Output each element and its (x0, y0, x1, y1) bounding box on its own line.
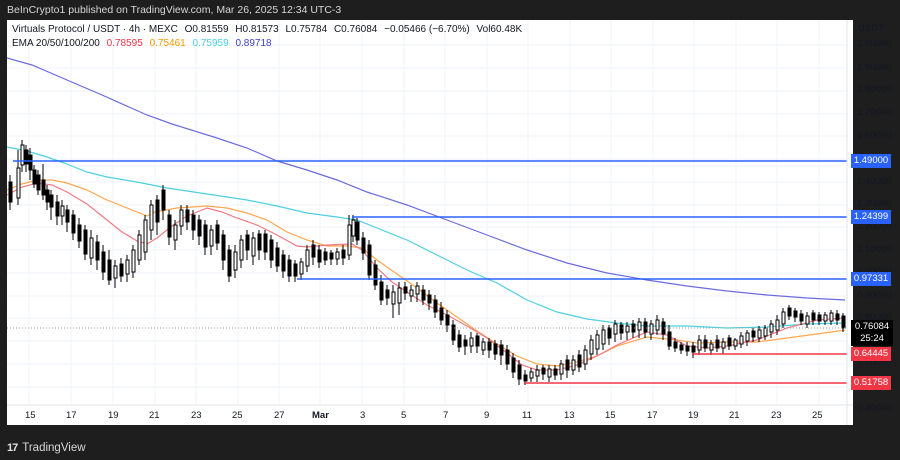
time-tick: 21 (729, 410, 740, 421)
time-tick: 9 (484, 410, 490, 421)
level-badge-0518: 0.51758 (851, 376, 891, 390)
low-value: L0.75784 (285, 24, 328, 35)
price-axis[interactable]: USDT 2.00000 1.90000 1.80000 1.70000 1.6… (847, 20, 893, 414)
current-price-badge: 0.76084 25:24 (851, 320, 893, 346)
time-tick: 25 (812, 410, 823, 421)
time-tick: 5 (401, 410, 407, 421)
volume-value: Vol60.48K (476, 24, 523, 35)
time-tick: 27 (274, 410, 285, 421)
open-value: O0.81559 (184, 24, 229, 35)
tick-1.1: 1.10000 (857, 244, 892, 255)
tick-1.8: 1.80000 (857, 84, 892, 95)
tick-1.2: 1.20000 (857, 221, 892, 232)
candlesticks (8, 140, 846, 385)
tick-1.7: 1.70000 (857, 107, 892, 118)
time-tick: 21 (149, 410, 160, 421)
tick-1.0: 1.00000 (857, 266, 891, 277)
ema20-value: 0.78595 (106, 38, 143, 49)
time-tick: 19 (688, 410, 699, 421)
time-tick: 15 (25, 410, 36, 421)
level-badge-0973: 0.97331 (851, 272, 891, 286)
tick-0.9: 0.90000 (857, 290, 892, 301)
level-badge-1490: 1.49000 (851, 154, 891, 168)
ema50-value: 0.75461 (149, 38, 186, 49)
price-chart[interactable] (7, 20, 853, 425)
tick-0.4: 0.40000 (857, 403, 892, 414)
ema50-line (7, 179, 846, 367)
time-tick: 15 (605, 410, 616, 421)
time-tick: 23 (191, 410, 202, 421)
currency-label: USDT (858, 23, 884, 34)
tick-1.4: 1.40000 (857, 176, 892, 187)
ema200-value: 0.89718 (235, 38, 272, 49)
close-value: C0.76084 (333, 24, 378, 35)
time-tick: Mar (312, 410, 329, 421)
time-tick: 7 (443, 410, 449, 421)
bar-countdown: 25:24 (860, 333, 884, 344)
time-axis[interactable]: 15 17 19 21 23 25 27 Mar 3 5 7 9 11 13 1… (7, 405, 847, 425)
publisher-header: BeInCrypto1 published on TradingView.com… (7, 4, 342, 16)
high-value: H0.81573 (235, 24, 279, 35)
tick-0.6: 0.60000 (857, 358, 892, 369)
level-badge-1244: 1.24399 (851, 210, 891, 224)
tradingview-logo-icon: 17 (7, 442, 18, 454)
time-tick: 25 (232, 410, 243, 421)
ohlc-row: Virtuals Protocol / USDT · 4h · MEXC O0.… (12, 23, 526, 37)
ema-label[interactable]: EMA 20/50/100/200 (12, 38, 100, 49)
time-tick: 19 (108, 410, 119, 421)
tick-2.0: 2.00000 (857, 38, 892, 49)
time-tick: 3 (360, 410, 366, 421)
symbol-label[interactable]: Virtuals Protocol / USDT · 4h · MEXC (12, 24, 178, 35)
brand-name: TradingView (22, 442, 86, 454)
tick-0.8: 0.80000 (857, 312, 892, 323)
time-tick: 17 (647, 410, 658, 421)
time-tick: 17 (66, 410, 77, 421)
ema100-line (7, 146, 846, 329)
tick-1.3: 1.30000 (857, 198, 892, 209)
time-tick: 23 (771, 410, 782, 421)
tick-1.6: 1.60000 (857, 130, 892, 141)
chart-panel[interactable]: Virtuals Protocol / USDT · 4h · MEXC O0.… (7, 20, 893, 425)
ema200-line (7, 57, 846, 301)
chart-legend: Virtuals Protocol / USDT · 4h · MEXC O0.… (12, 23, 526, 51)
tick-1.9: 1.90000 (857, 62, 892, 73)
level-badge-0644: 0.64445 (851, 347, 891, 361)
current-price: 0.76084 (854, 321, 890, 332)
ema-row: EMA 20/50/100/200 0.78595 0.75461 0.7595… (12, 37, 526, 51)
time-tick: 13 (564, 410, 575, 421)
ema100-value: 0.75959 (192, 38, 229, 49)
change-value: −0.05466 (−6.70%) (384, 24, 470, 35)
footer: 17 TradingView (7, 439, 86, 457)
time-tick: 11 (522, 410, 532, 421)
